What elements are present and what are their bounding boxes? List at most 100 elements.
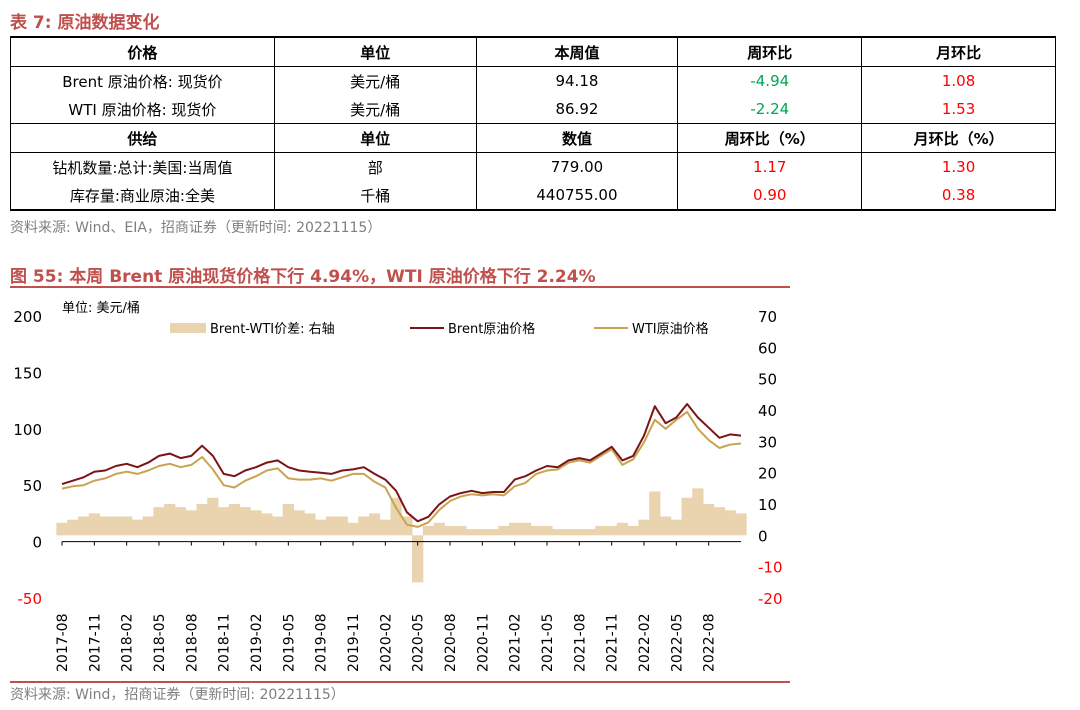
row-unit: 千桶: [273, 181, 477, 211]
spread-bar: [88, 513, 100, 536]
spread-bar: [218, 507, 230, 536]
spread-bar: [638, 519, 650, 536]
spread-bar: [250, 510, 262, 536]
row-name: 库存量:商业原油:全美: [10, 181, 275, 211]
spread-bar: [735, 513, 747, 536]
table-row: WTI 原油价格: 现货价 美元/桶 86.92 -2.24 1.53: [10, 95, 1056, 124]
x-tick-label: 2018-11: [217, 614, 233, 673]
spread-bar: [153, 507, 165, 536]
spread-bar: [487, 529, 499, 536]
spread-bar: [606, 525, 618, 536]
row-mom: 1.30: [861, 152, 1056, 181]
spread-bar: [649, 491, 661, 536]
spread-bar: [433, 522, 445, 536]
row-value: 779.00: [475, 152, 679, 181]
y-tick-label-right: 0: [758, 527, 768, 545]
subheader-cell: 月环比（%）: [861, 123, 1056, 153]
y-tick-label-left: -50: [18, 590, 43, 608]
spread-bar: [142, 516, 154, 536]
row-value: 94.18: [475, 66, 679, 95]
spread-bar: [519, 522, 532, 536]
x-tick-label: 2022-08: [702, 614, 718, 673]
spread-bar: [239, 507, 251, 536]
x-tick-label: 2019-05: [281, 614, 297, 673]
row-unit: 部: [273, 152, 477, 181]
subheader-cell: 数值: [475, 123, 679, 153]
spread-bar: [293, 510, 305, 536]
legend: 单位: 美元/桶 Brent-WTI价差: 右轴 Brent原油价格 WTI原油价格: [62, 301, 709, 337]
spread-bar: [444, 525, 456, 536]
x-tick-label: 2021-08: [572, 614, 588, 673]
y-tick-label-left: 50: [23, 477, 42, 495]
y-tick-label-left: 100: [13, 421, 42, 439]
spread-bar: [196, 504, 208, 536]
spread-bar: [422, 525, 435, 536]
x-tick-label: 2019-02: [249, 614, 265, 673]
spread-bar: [498, 525, 510, 536]
wti-line: [61, 410, 742, 528]
x-tick-label: 2018-02: [120, 614, 136, 673]
x-tick-label: 2017-08: [55, 614, 71, 673]
spread-bar: [530, 525, 542, 536]
x-tick-label: 2018-08: [184, 614, 200, 673]
spread-bar: [325, 516, 338, 536]
spread-bar: [476, 529, 488, 536]
spread-bar: [261, 513, 273, 536]
x-tick-label: 2017-11: [87, 614, 103, 673]
row-unit: 美元/桶: [273, 66, 477, 95]
figure-bottom-rule: [10, 681, 790, 683]
header-cell: 价格: [10, 36, 275, 67]
y-tick-label-left: 0: [32, 534, 42, 552]
spread-bar: [616, 522, 629, 536]
x-tick-label: 2018-05: [152, 614, 168, 673]
y-tick-label-left: 200: [13, 308, 42, 326]
spread-bar: [282, 504, 294, 536]
row-value: 86.92: [475, 95, 679, 124]
y-tick-label-right: 50: [758, 371, 777, 389]
x-tick-label: 2019-11: [346, 614, 362, 673]
spread-bar: [207, 497, 219, 536]
y-tick-label-right: 30: [758, 433, 777, 451]
row-wow: -2.24: [677, 95, 863, 124]
spread-bar: [121, 516, 133, 536]
spread-bar: [401, 516, 413, 536]
y-tick-label-right: 60: [758, 339, 777, 357]
y-tick-label-right: 20: [758, 465, 777, 483]
row-mom: 1.08: [861, 66, 1056, 95]
table-row: 钻机数量:总计:美国:当周值 部 779.00 1.17 1.30: [10, 152, 1056, 181]
header-cell: 周环比: [677, 36, 863, 67]
spread-bar: [541, 525, 553, 536]
spread-bar: [358, 516, 370, 536]
table-header-row: 价格 单位 本周值 周环比 月环比: [10, 36, 1056, 67]
oil-data-table: 价格 单位 本周值 周环比 月环比 Brent 原油价格: 现货价 美元/桶 9…: [10, 36, 1056, 211]
x-tick-label: 2020-11: [475, 614, 491, 673]
table-source: 资料来源: Wind、EIA，招商证券（更新时间: 20221115）: [10, 220, 382, 236]
row-unit: 美元/桶: [273, 95, 477, 124]
header-cell: 月环比: [861, 36, 1056, 67]
brent-line: [61, 403, 742, 523]
spread-bar: [627, 525, 639, 536]
spread-bar: [174, 507, 187, 536]
table-subheader-row: 供给 单位 数值 周环比（%） 月环比（%）: [10, 123, 1056, 153]
subheader-cell: 供给: [10, 123, 275, 153]
row-name: WTI 原油价格: 现货价: [10, 95, 275, 124]
x-tick-label: 2021-02: [508, 614, 524, 673]
spread-bar: [659, 516, 672, 536]
x-tick-label: 2022-02: [637, 614, 653, 673]
y-tick-label-right: -20: [758, 590, 783, 608]
unit-label: 单位: 美元/桶: [62, 301, 140, 316]
legend-label: Brent原油价格: [448, 321, 535, 337]
row-mom: 0.38: [861, 181, 1056, 211]
header-cell: 本周值: [475, 36, 679, 67]
row-wow: 0.90: [677, 181, 863, 211]
table-row: Brent 原油价格: 现货价 美元/桶 94.18 -4.94 1.08: [10, 66, 1056, 95]
y-tick-label-left: 150: [13, 364, 42, 382]
row-name: Brent 原油价格: 现货价: [10, 66, 275, 95]
spread-bar: [670, 519, 682, 536]
x-tick-label: 2021-05: [540, 614, 556, 673]
spread-bar: [315, 519, 327, 536]
spread-bar: [336, 516, 348, 536]
row-name: 钻机数量:总计:美国:当周值: [10, 152, 275, 181]
row-wow: 1.17: [677, 152, 863, 181]
table-title: 表 7: 原油数据变化: [10, 13, 160, 33]
